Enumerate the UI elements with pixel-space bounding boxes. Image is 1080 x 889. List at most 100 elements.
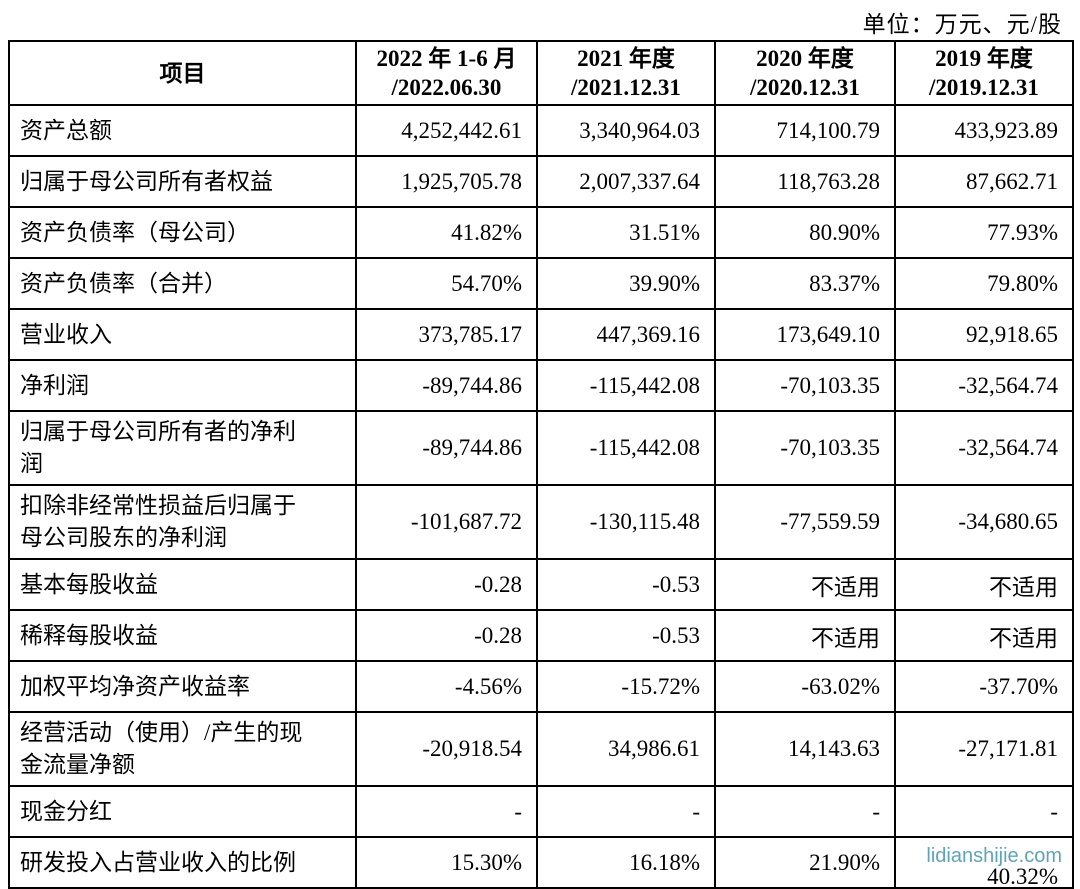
- cell-value: 不适用: [811, 574, 880, 600]
- value-cell: 373,785.17: [355, 308, 538, 361]
- cell-value: 714,100.79: [776, 117, 881, 143]
- cell-value: -0.28: [474, 622, 522, 648]
- value-cell: -: [894, 785, 1074, 838]
- cell-value: -101,687.72: [410, 509, 522, 534]
- table-row: 研发投入占营业收入的比例 15.30% 16.18% 21.90% 40.32% lidi…: [8, 836, 1074, 889]
- header-line1: 2021 年度: [577, 46, 675, 71]
- value-cell: -27,171.81: [894, 711, 1074, 787]
- cell-value: 16.18%: [629, 849, 700, 875]
- row-label-cell: 归属于母公司所有者权益: [8, 155, 357, 208]
- table-header-row: 项目 2022 年 1-6 月 /2022.06.30 2021 年度 /202…: [8, 40, 1074, 106]
- cell-value: 80.90%: [809, 219, 880, 245]
- header-line1: 2019 年度: [935, 46, 1033, 71]
- value-cell: -37.70%: [894, 660, 1074, 713]
- header-line1: 2022 年 1-6 月: [376, 46, 517, 71]
- cell-value: -77,559.59: [780, 509, 880, 534]
- value-cell: -101,687.72: [355, 484, 538, 560]
- row-label-cell: 研发投入占营业收入的比例: [8, 836, 357, 889]
- cell-value: 373,785.17: [418, 321, 523, 347]
- value-cell: 4,252,442.61: [355, 104, 538, 157]
- cell-value: -89,744.86: [422, 435, 522, 460]
- value-cell: 不适用: [894, 558, 1074, 611]
- value-cell: 21.90%: [714, 836, 896, 889]
- value-cell: -32,564.74: [894, 410, 1074, 486]
- value-cell: -4.56%: [355, 660, 538, 713]
- table-row: 经营活动（使用）/产生的现 金流量净额 -20,918.54 34,986.61 14…: [8, 711, 1074, 787]
- cell-value: 14,143.63: [788, 736, 880, 761]
- header-line1: 2020 年度: [756, 46, 854, 71]
- cell-value: 34,986.61: [608, 736, 700, 761]
- table-row: 资产负债率（母公司） 41.82% 31.51% 80.90% 77.93%: [8, 206, 1074, 259]
- cell-value: -15.72%: [621, 673, 700, 699]
- value-cell: -20,918.54: [355, 711, 538, 787]
- value-cell: 34,986.61: [536, 711, 716, 787]
- value-cell: 54.70%: [355, 257, 538, 310]
- value-cell: -130,115.48: [536, 484, 716, 560]
- cell-value: 41.82%: [451, 219, 522, 245]
- header-cell-2022h1: 2022 年 1-6 月 /2022.06.30: [355, 40, 538, 106]
- table-row: 基本每股收益 -0.28 -0.53 不适用 不适用: [8, 558, 1074, 611]
- table-row: 净利润 -89,744.86 -115,442.08 -70,103.35 -32,56…: [8, 359, 1074, 412]
- financial-summary-table: 项目 2022 年 1-6 月 /2022.06.30 2021 年度 /202…: [8, 40, 1074, 889]
- value-cell: -115,442.08: [536, 359, 716, 412]
- cell-value: -27,171.81: [958, 736, 1058, 761]
- cell-value: -63.02%: [801, 673, 880, 699]
- cell-value: 447,369.16: [596, 321, 701, 347]
- value-cell: 433,923.89: [894, 104, 1074, 157]
- cell-value: -: [692, 798, 700, 824]
- cell-value: 4,252,442.61: [401, 117, 522, 143]
- cell-value: 31.51%: [629, 219, 700, 245]
- cell-value: 不适用: [811, 625, 880, 651]
- cell-value: 40.32%: [987, 863, 1058, 888]
- row-label-cell: 归属于母公司所有者的净利 润: [8, 410, 357, 486]
- cell-value: -34,680.65: [958, 509, 1058, 534]
- header-cell-2019: 2019 年度 /2019.12.31: [894, 40, 1074, 106]
- cell-value: 77.93%: [987, 219, 1058, 245]
- row-label-cell: 基本每股收益: [8, 558, 357, 611]
- row-label-cell: 现金分红: [8, 785, 357, 838]
- cell-value: 3,340,964.03: [579, 117, 700, 143]
- value-cell: 77.93%: [894, 206, 1074, 259]
- table-row: 归属于母公司所有者权益 1,925,705.78 2,007,337.64 118,7…: [8, 155, 1074, 208]
- table-row: 扣除非经常性损益后归属于 母公司股东的净利润 -101,687.72 -130,11…: [8, 484, 1074, 560]
- value-cell: 87,662.71: [894, 155, 1074, 208]
- cell-value: -0.53: [652, 622, 700, 648]
- value-cell: -0.53: [536, 609, 716, 662]
- cell-value: -115,442.08: [589, 372, 700, 398]
- cell-value: -20,918.54: [422, 736, 522, 761]
- table-row: 现金分红 - - - -: [8, 785, 1074, 838]
- cell-value: 173,649.10: [776, 321, 881, 347]
- header-line2: /2019.12.31: [929, 75, 1039, 100]
- cell-value: -37.70%: [979, 673, 1058, 699]
- cell-value: -: [514, 798, 522, 824]
- value-cell: -0.28: [355, 609, 538, 662]
- cell-value: 2,007,337.64: [579, 168, 700, 194]
- row-label-cell: 经营活动（使用）/产生的现 金流量净额: [8, 711, 357, 787]
- value-cell: 41.82%: [355, 206, 538, 259]
- value-cell: 不适用: [714, 609, 896, 662]
- value-cell: -: [714, 785, 896, 838]
- row-label-cell: 加权平均净资产收益率: [8, 660, 357, 713]
- value-cell: -70,103.35: [714, 410, 896, 486]
- value-cell: 39.90%: [536, 257, 716, 310]
- value-cell: 40.32% lidianshijie.com: [894, 836, 1074, 889]
- value-cell: -89,744.86: [355, 410, 538, 486]
- value-cell: -: [355, 785, 538, 838]
- value-cell: -115,442.08: [536, 410, 716, 486]
- cell-value: -: [872, 798, 880, 824]
- cell-value: -: [1050, 798, 1058, 824]
- table-row: 营业收入 373,785.17 447,369.16 173,649.10 92,918…: [8, 308, 1074, 361]
- value-cell: 1,925,705.78: [355, 155, 538, 208]
- cell-value: -130,115.48: [589, 509, 700, 534]
- row-label-cell: 资产负债率（母公司）: [8, 206, 357, 259]
- value-cell: -32,564.74: [894, 359, 1074, 412]
- header-line2: /2022.06.30: [391, 75, 502, 100]
- cell-value: -0.28: [474, 571, 522, 597]
- table-row: 归属于母公司所有者的净利 润 -89,744.86 -115,442.08 -70,1…: [8, 410, 1074, 486]
- cell-value: 118,763.28: [777, 168, 880, 194]
- value-cell: 447,369.16: [536, 308, 716, 361]
- header-cell-2021: 2021 年度 /2021.12.31: [536, 40, 716, 106]
- table-body: 资产总额 4,252,442.61 3,340,964.03 714,100.79 43…: [8, 104, 1074, 889]
- value-cell: -70,103.35: [714, 359, 896, 412]
- value-cell: -63.02%: [714, 660, 896, 713]
